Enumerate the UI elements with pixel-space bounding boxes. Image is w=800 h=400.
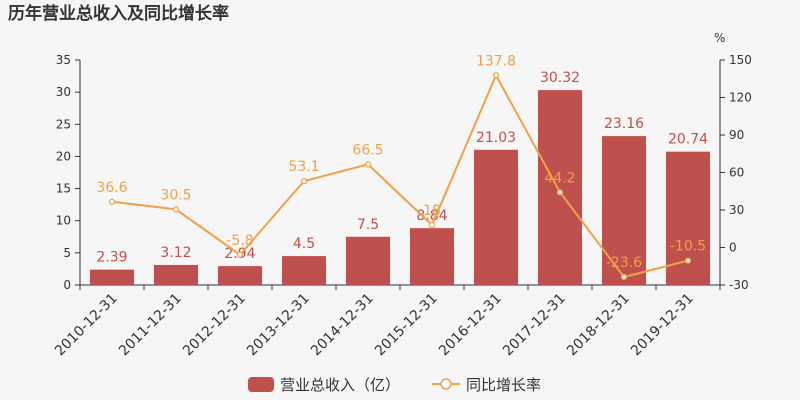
line-value-label: -5.8 xyxy=(226,233,253,249)
bar-value-label: 8.84 xyxy=(416,208,447,224)
y-right-tick-label: 90 xyxy=(729,128,744,142)
bar xyxy=(282,256,326,285)
bar xyxy=(410,228,454,285)
x-tick-label: 2011-12-31 xyxy=(116,291,185,360)
bar-value-label: 3.12 xyxy=(160,245,191,261)
line-point xyxy=(684,257,692,264)
line-value-label: 36.6 xyxy=(96,180,127,196)
y-left-tick-label: 35 xyxy=(56,53,71,67)
bar-series xyxy=(90,90,710,285)
y-right-tick-label: -30 xyxy=(729,278,749,292)
bar-value-label: 23.16 xyxy=(604,116,644,132)
line-value-label: 66.5 xyxy=(352,142,383,158)
line-point xyxy=(108,198,116,205)
x-tick-label: 2018-12-31 xyxy=(564,291,633,360)
line-point xyxy=(300,178,308,185)
legend-bar-swatch xyxy=(248,377,274,392)
bar xyxy=(90,269,134,285)
x-tick-label: 2013-12-31 xyxy=(244,291,313,360)
x-tick-label: 2017-12-31 xyxy=(500,291,569,360)
line-value-label: 18 xyxy=(423,203,441,219)
line-point xyxy=(364,161,372,168)
bar xyxy=(346,236,390,285)
y-right-tick-label: 60 xyxy=(729,166,744,180)
bar xyxy=(474,149,518,285)
chart-title: 历年营业总收入及同比增长率 xyxy=(8,3,229,24)
y-right-tick-label: 30 xyxy=(729,203,744,217)
bar-value-label: 21.03 xyxy=(476,130,516,146)
x-tick-label: 2016-12-31 xyxy=(436,291,505,360)
y-right-unit-label: % xyxy=(714,31,725,45)
legend-bar-label: 营业总收入（亿） xyxy=(280,376,400,394)
growth-line xyxy=(111,72,689,279)
line-point xyxy=(428,221,436,229)
bar-value-label: 20.74 xyxy=(668,132,708,148)
x-tick-label: 2019-12-31 xyxy=(628,291,697,360)
bar xyxy=(538,90,582,285)
bar-value-label: 4.5 xyxy=(293,236,315,252)
bar xyxy=(154,264,198,285)
line-value-label: 44.2 xyxy=(544,170,575,186)
x-tick-label: 2015-12-31 xyxy=(372,291,441,360)
y-right-tick-label: 0 xyxy=(729,241,737,255)
line-value-label: 53.1 xyxy=(288,159,319,175)
bar-value-label: 2.39 xyxy=(96,250,127,266)
x-tick-label: 2014-12-31 xyxy=(308,291,377,360)
bar xyxy=(218,266,262,285)
y-left-tick-label: 5 xyxy=(63,246,71,260)
y-left-tick-label: 0 xyxy=(63,278,71,292)
bar xyxy=(602,136,646,285)
line-value-label: -10.5 xyxy=(670,239,706,255)
y-left-tick-label: 25 xyxy=(56,117,71,131)
y-left-tick-label: 20 xyxy=(56,149,71,163)
line-point xyxy=(172,206,180,213)
y-left-tick-label: 10 xyxy=(56,214,71,228)
x-tick-label: 2012-12-31 xyxy=(180,291,249,360)
y-right-tick-label: 120 xyxy=(729,91,752,105)
line-point xyxy=(620,273,628,281)
line-value-label: 30.5 xyxy=(160,187,191,203)
legend-line-label: 同比增长率 xyxy=(466,376,541,394)
line-value-label: 137.8 xyxy=(476,53,516,69)
line-point xyxy=(236,251,244,258)
legend-line-marker xyxy=(440,378,452,390)
y-right-tick-label: 150 xyxy=(729,53,752,67)
bar-labels: 2.393.122.944.57.58.8421.0330.3223.1620.… xyxy=(96,70,708,266)
bar-value-label: 7.5 xyxy=(357,217,379,233)
line-labels: 36.6 30.5 -5.8 53.1 66.5 18 137.8 44.2 -23.6 -10.… xyxy=(96,53,706,271)
line-point xyxy=(556,189,564,196)
y-left-tick-label: 30 xyxy=(56,85,71,99)
bar-value-label: 30.32 xyxy=(540,70,580,86)
legend[interactable]: 营业总收入（亿） 同比增长率 xyxy=(248,376,541,394)
line-series xyxy=(108,72,692,281)
y-left-tick-label: 15 xyxy=(56,182,71,196)
x-tick-label: 2010-12-31 xyxy=(52,291,121,360)
line-point xyxy=(492,72,500,79)
line-value-label: -23.6 xyxy=(606,255,642,271)
